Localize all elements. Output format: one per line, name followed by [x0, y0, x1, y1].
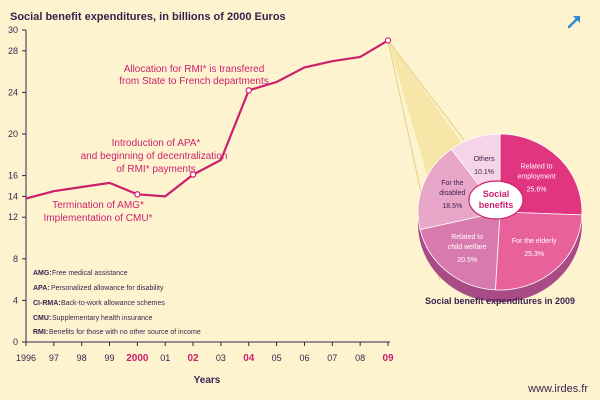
pie-title: Social benefit expenditures in 2009 [425, 296, 575, 306]
annotation-amg-termination: Termination of AMG* Implementation of CM… [44, 200, 153, 224]
x-tick-label: 04 [243, 353, 255, 364]
pie-center-label: Social [483, 189, 510, 199]
annotation-line: Allocation for RMI* is transfered [124, 64, 265, 75]
x-tick-label: 05 [272, 353, 282, 363]
legend-text: Back-to-work allowance schemes [61, 300, 165, 307]
pie-slice-value: 18.5% [442, 203, 462, 210]
pie-slice-label: disabled [439, 190, 465, 197]
data-point-marker [189, 171, 197, 178]
x-tick-label: 06 [299, 353, 309, 363]
pie-chart: Related to employment 25.6% For the elderly… [417, 133, 583, 302]
x-tick-label: 01 [160, 353, 170, 363]
y-tick-label: 8 [13, 254, 18, 264]
pie-center-badge [468, 180, 524, 220]
pie-slice-label: child welfare [448, 244, 487, 251]
data-point-marker [384, 37, 392, 44]
chart-title: Social benefit expenditures, in billions… [10, 11, 286, 23]
x-axis-title: Years [194, 375, 221, 386]
legend-key: APA: [33, 285, 50, 292]
y-tick-label: 20 [8, 129, 18, 139]
annotation-apa-introduction: Introduction of APA* and beginning of de… [81, 138, 228, 175]
legend-text: Free medical assistance [52, 270, 128, 277]
x-tick-label: 08 [355, 353, 365, 363]
pie-slice-label: For the [441, 180, 463, 187]
legend-text: Personalized allowance for disability [51, 285, 164, 292]
pie-slice-value: 25.3% [524, 251, 544, 258]
abbreviation-legend: AMG: Free medical assistance APA: Person… [33, 270, 201, 336]
legend-key: CI-RMA: [33, 300, 61, 307]
pie-slice [419, 211, 501, 291]
x-tick-label: 02 [188, 353, 200, 364]
annotation-line: Termination of AMG* [52, 200, 144, 211]
pie-slice-value: 20.5% [457, 257, 477, 264]
legend-item-ci-rma: CI-RMA: Back-to-work allowance schemes [33, 300, 165, 307]
y-tick-label: 28 [8, 46, 18, 56]
x-tick-label: 98 [77, 353, 87, 363]
y-axis-ticks: 0 4 8 12 14 16 20 24 28 30 [8, 25, 26, 347]
y-tick-label: 4 [13, 295, 18, 305]
x-tick-label: 07 [327, 353, 337, 363]
annotation-line: and beginning of decentralization [81, 151, 228, 162]
data-point-marker [245, 87, 252, 94]
legend-item-cmu: CMU: Supplementary health insurance [33, 315, 153, 322]
annotation-line: Introduction of APA* [112, 138, 201, 149]
x-axis-ticks: 1996 97 98 99 2000 01 02 03 04 05 06 07 08 09 [16, 342, 394, 364]
data-point-marker [134, 191, 141, 198]
y-tick-label: 12 [8, 212, 18, 222]
legend-key: AMG: [33, 270, 52, 277]
pie-center-label: benefits [479, 200, 514, 210]
legend-item-apa: APA: Personalized allowance for disabili… [33, 285, 164, 292]
x-tick-label: 03 [216, 353, 226, 363]
pie-slice-value: 25.6% [527, 187, 547, 194]
x-tick-label: 97 [49, 353, 59, 363]
expand-icon[interactable] [566, 12, 584, 30]
annotation-rmi-transfer: Allocation for RMI* is transfered from S… [119, 64, 269, 87]
pie-slice-label: For the elderly [512, 238, 557, 245]
site-credit[interactable]: www.irdes.fr [527, 383, 588, 395]
pie-slice-label: Related to [451, 234, 483, 241]
series-markers [134, 37, 392, 198]
x-tick-label: 09 [382, 353, 394, 364]
legend-item-rmi: RMI: Benefits for those with no other so… [33, 329, 201, 336]
annotation-line: Implementation of CMU* [44, 213, 153, 224]
legend-text: Benefits for those with no other source … [49, 329, 201, 336]
x-tick-label: 2000 [126, 353, 149, 364]
series-line [25, 39, 389, 200]
annotation-line: of RMI* payments [116, 164, 195, 175]
y-tick-label: 24 [8, 87, 18, 97]
legend-key: CMU: [33, 315, 51, 322]
y-tick-label: 16 [8, 171, 18, 181]
pie-slice [494, 211, 583, 291]
x-tick-label: 1996 [16, 353, 36, 363]
y-tick-label: 14 [8, 191, 18, 201]
annotation-line: from State to French departments [119, 76, 269, 87]
pie-slice-label: Related to [521, 164, 553, 171]
y-tick-label: 0 [13, 337, 18, 347]
legend-key: RMI: [33, 329, 48, 336]
y-tick-label: 30 [8, 25, 18, 35]
zoom-line [387, 40, 465, 141]
pie-slice-label: employment [518, 174, 556, 181]
pie-slice-value: 10.1% [474, 169, 494, 176]
x-tick-label: 99 [105, 353, 115, 363]
legend-text: Supplementary health insurance [52, 315, 153, 322]
pie-slice-label: Others [474, 156, 496, 163]
legend-item-amg: AMG: Free medical assistance [33, 270, 128, 277]
